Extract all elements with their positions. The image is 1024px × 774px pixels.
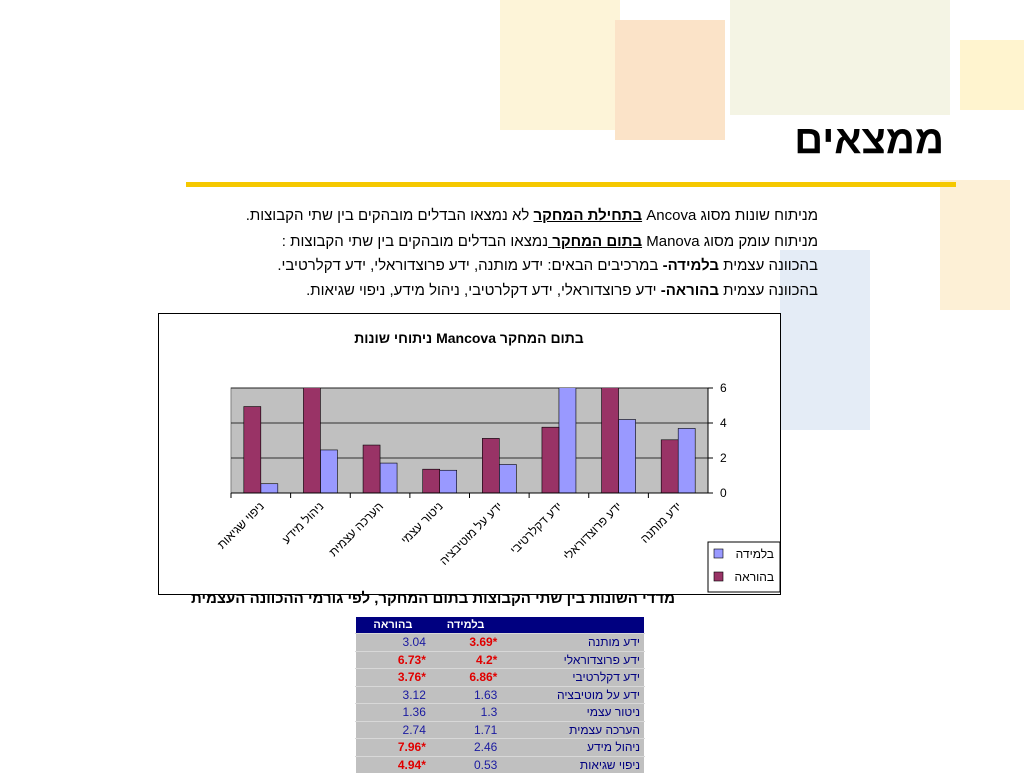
table-cell: ידע פרוצדוראלי	[501, 650, 645, 669]
decor	[730, 0, 950, 115]
title-rule	[186, 182, 956, 187]
bar	[677, 428, 696, 493]
bar	[320, 449, 338, 493]
table-cell: ניטור עצמי	[501, 703, 645, 721]
y-tick-label: 0	[720, 486, 727, 500]
table-cell: 2.46	[429, 738, 502, 756]
legend-swatch	[713, 571, 724, 582]
table-row: 4.94* 0.53 ניפוי שגיאות	[355, 755, 645, 774]
text-part: בהכוונה עצמית	[719, 282, 818, 299]
table-row: 7.96* 2.46 ניהול מידע	[355, 738, 645, 756]
text-part: לא נמצאו הבדלים מובהקים בין שתי הקבוצות.	[245, 207, 534, 224]
header-row: בהוראה בלמידה	[355, 616, 645, 634]
legend-swatch	[713, 548, 724, 559]
legend-box	[707, 541, 781, 593]
bar	[482, 438, 500, 493]
table-cell: 1.71	[429, 720, 502, 739]
header-cell: בלמידה	[429, 616, 502, 634]
text-line: מניתוח עומק מסוג Manova בתום המחקר נמצאו…	[282, 233, 818, 250]
text-line: מניתוח שונות מסוג Ancova בתחילת המחקר לא…	[246, 207, 818, 224]
legend-label: בלמידה	[736, 547, 774, 561]
bar	[660, 439, 679, 493]
table-cell: 0.53	[429, 755, 502, 774]
table-cell: 1.3	[429, 703, 502, 721]
bar	[303, 388, 321, 493]
decor	[615, 20, 725, 140]
bar	[618, 419, 636, 493]
header-cell	[501, 616, 645, 634]
table-cell: 4.2*	[429, 650, 502, 669]
text-part: מניתוח שונות מסוג Ancova	[642, 207, 818, 224]
table-cell: 3.04	[355, 633, 430, 651]
decor	[500, 0, 620, 130]
table-cell: 6.86*	[429, 668, 502, 686]
table-cell: הערכה עצמית	[501, 720, 645, 739]
bar	[422, 468, 440, 493]
slide-title: ממצאים	[794, 118, 944, 162]
bar	[260, 483, 279, 493]
bar	[362, 444, 381, 493]
y-tick-label: 2	[720, 451, 727, 465]
text-line: בהכוונה עצמית בהוראה- ידע פרוצדוראלי, יד…	[306, 282, 818, 299]
table-cell: ידע על מוטיבציה	[501, 685, 645, 704]
text-part: בהוראה-	[660, 282, 719, 299]
bar	[601, 388, 619, 493]
table-cell: ידע דקלרטיבי	[501, 668, 645, 686]
bar	[499, 464, 517, 493]
table-cell: 3.69*	[429, 633, 502, 651]
caption: מדדי השונות בין שתי הקבוצות בתום המחקר, …	[191, 590, 675, 607]
decor	[780, 250, 870, 430]
text-part: בתחילת המחקר	[533, 207, 643, 224]
y-tick-label: 4	[720, 416, 727, 430]
table-row: 3.12 1.63 ידע על מוטיבציה	[355, 685, 645, 704]
text-part: בלמידה-	[662, 257, 719, 274]
table-cell: ניהול מידע	[501, 738, 645, 756]
table-cell: ידע מותנה	[501, 633, 645, 651]
table-cell: 2.74	[355, 720, 430, 739]
decor	[940, 180, 1010, 310]
text-part: מניתוח עומק מסוג Manova	[642, 233, 818, 250]
text-part: נמצאו הבדלים מובהקים בין שתי הקבוצות :	[281, 233, 549, 250]
table-cell: 1.36	[355, 703, 430, 721]
table-row: 1.36 1.3 ניטור עצמי	[355, 703, 645, 721]
bar	[541, 426, 560, 493]
table-cell: 1.63	[429, 685, 502, 704]
text-line: בהכוונה עצמית בלמידה- במרכיבים הבאים: יד…	[277, 257, 818, 274]
text-part: בתום המחקר	[548, 233, 643, 250]
bar	[439, 469, 457, 493]
chart-title: ניתוחי שונות Mancova בתום המחקר	[354, 330, 584, 346]
table-row: 2.74 1.71 הערכה עצמית	[355, 720, 645, 739]
table-cell: 3.12	[355, 685, 430, 704]
header-cell: בהוראה	[355, 616, 430, 634]
bars	[243, 388, 696, 493]
data-table: בהוראה בלמידה 3.04 3.69* ידע מותנה 6.73* 4.2* י…	[355, 616, 645, 774]
plot-area	[230, 387, 709, 494]
table-row: 3.04 3.69* ידע מותנה	[355, 633, 645, 651]
table-row: 3.76* 6.86* ידע דקלרטיבי	[355, 668, 645, 686]
text-part: במרכיבים הבאים: ידע מותנה, ידע פרוצדוראל…	[277, 257, 663, 274]
decor	[960, 40, 1024, 110]
text-part: בהכוונה עצמית	[719, 257, 818, 274]
bar	[379, 462, 398, 493]
table-cell: 4.94*	[355, 755, 430, 774]
text-part: ידע פרוצדוראלי, ידע דקלרטיבי, ניהול מידע…	[306, 282, 661, 299]
bar	[558, 388, 577, 493]
legend-label: בהוראה	[735, 570, 774, 584]
table-cell: 3.76*	[355, 668, 430, 686]
y-tick-label: 6	[720, 381, 727, 395]
table-row: 6.73* 4.2* ידע פרוצדוראלי	[355, 650, 645, 669]
table-cell: 7.96*	[355, 738, 430, 756]
table-cell: 6.73*	[355, 650, 430, 669]
table-cell: ניפוי שגיאות	[501, 755, 645, 774]
bar	[243, 406, 262, 493]
